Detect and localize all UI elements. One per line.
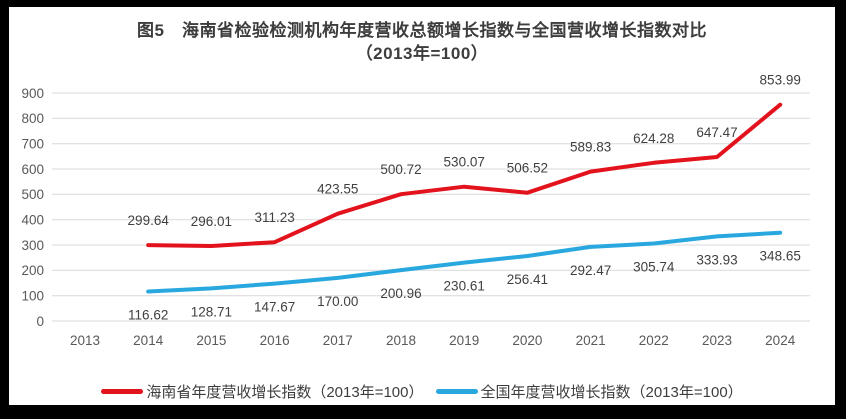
data-label: 170.00 [317,294,358,309]
x-axis-tick-label: 2019 [449,333,479,348]
chart-legend: 海南省年度营收增长指数（2013年=100） 全国年度营收增长指数（2013年=… [9,381,835,402]
series-line-national [146,230,783,294]
data-label: 423.55 [317,182,358,197]
x-axis-tick-label: 2021 [576,333,606,348]
y-axis-tick-label: 0 [36,314,44,329]
y-axis-tick-label: 200 [21,263,44,278]
data-label: 624.28 [633,131,674,146]
legend-label-hainan: 海南省年度营收增长指数（2013年=100） [146,384,424,401]
data-label: 230.61 [444,279,485,294]
data-label: 311.23 [254,210,294,225]
y-axis-tick-label: 900 [21,86,44,101]
series-line-hainan [146,102,783,248]
y-axis-tick-label: 500 [21,187,44,202]
data-label: 333.93 [696,252,737,267]
data-label: 530.07 [444,155,485,170]
y-axis-tick-label: 100 [21,289,44,304]
data-label: 147.67 [254,300,295,315]
y-axis-tick-label: 300 [21,238,44,253]
data-label: 116.62 [128,308,168,323]
data-label: 500.72 [380,162,421,177]
national-series-line-icon [435,389,478,394]
y-axis-tick-label: 800 [21,111,44,126]
x-axis-tick-label: 2014 [133,333,164,348]
x-axis-tick-label: 2015 [196,333,226,348]
data-label: 647.47 [696,125,737,140]
data-label: 200.96 [380,286,421,301]
data-label: 589.83 [570,140,611,155]
legend-label-national: 全国年度营收增长指数（2013年=100） [480,384,743,401]
x-axis-tick-label: 2013 [70,333,100,348]
x-axis-tick-label: 2024 [765,333,796,348]
data-label: 292.47 [570,263,611,278]
chart-title-line2: （2013年=100） [355,44,489,63]
y-axis-tick-label: 600 [21,162,44,177]
hainan-series-line-icon [101,389,144,394]
legend-item-hainan: 海南省年度营收增长指数（2013年=100） [101,381,424,402]
y-axis-tick-label: 700 [21,137,44,152]
x-axis-tick-label: 2017 [323,333,353,348]
legend-item-national: 全国年度营收增长指数（2013年=100） [435,381,743,402]
x-axis-tick-label: 2022 [639,333,669,348]
data-label: 853.99 [760,73,801,88]
chart-panel: 图5 海南省检验检测机构年度营收总额增长指数与全国营收增长指数对比 （2013年… [9,7,835,405]
y-axis-tick-label: 400 [21,213,44,228]
line-chart-plot: 0 100 200 300 400 500 600 700 800 900 2013 2014 2015… [21,73,810,348]
data-label: 506.52 [507,161,548,176]
x-axis-tick-label: 2016 [260,333,290,348]
data-label: 256.41 [507,272,548,287]
x-axis-tick-label: 2018 [386,333,416,348]
data-label: 348.65 [760,249,801,264]
chart-title-line1: 图5 海南省检验检测机构年度营收总额增长指数与全国营收增长指数对比 [137,21,707,40]
data-label: 296.01 [191,214,232,229]
x-axis-tick-label: 2020 [512,333,542,348]
data-label: 305.74 [633,260,675,275]
chart-title: 图5 海南省检验检测机构年度营收总额增长指数与全国营收增长指数对比 （2013年… [9,19,835,65]
data-label: 128.71 [191,304,232,319]
data-label: 299.64 [128,213,170,228]
x-axis-tick-label: 2023 [702,333,732,348]
